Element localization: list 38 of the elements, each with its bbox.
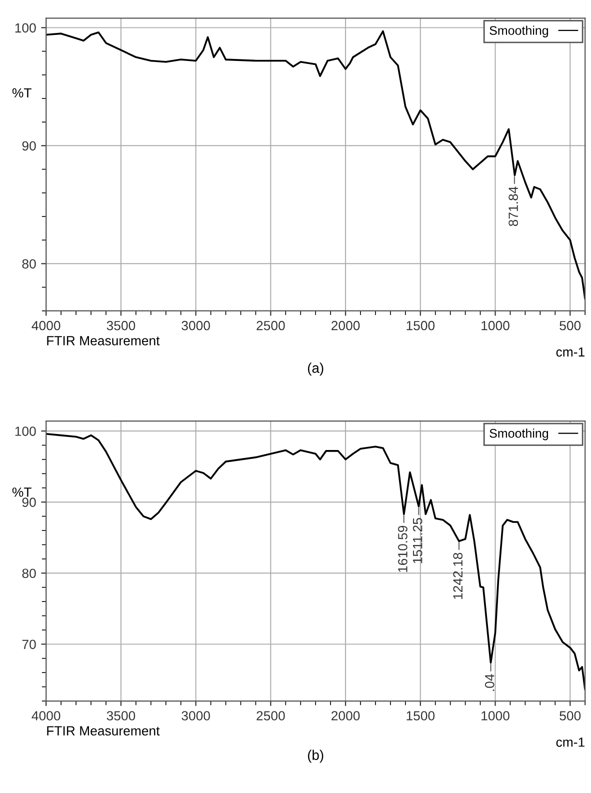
annotation: 871.84 — [508, 186, 518, 226]
text: cm-1 — [556, 738, 584, 747]
y-tick-label: 90 — [22, 141, 36, 151]
y-tick-label: 100 — [15, 426, 36, 436]
y-tick-label: 80 — [22, 568, 36, 578]
annotation: 1511.25 — [412, 518, 422, 564]
text: (b) — [308, 750, 324, 763]
x-tick-label: 500 — [560, 320, 581, 330]
x-tick-label: 1500 — [406, 711, 435, 720]
y-tick-label: 80 — [22, 259, 36, 269]
x-tick-label: 500 — [560, 711, 581, 720]
x-tick-label: 4000 — [32, 320, 60, 330]
annotation: 1610.59 — [398, 526, 408, 572]
annotation: 1242.18 — [453, 552, 463, 599]
x-tick-label: 2000 — [332, 711, 360, 720]
y-tick-label: 90 — [22, 498, 36, 507]
x-tick-label: 3500 — [106, 320, 136, 330]
x-tick-label: 1000 — [482, 320, 510, 330]
legend-label: Smoothing — [490, 26, 548, 38]
y-axis-title: %T — [12, 488, 32, 497]
x-tick-label: 1000 — [482, 711, 510, 720]
text: (a) — [308, 362, 324, 376]
y-tick-label: 100 — [15, 23, 36, 33]
legend-label: Smoothing — [490, 428, 548, 440]
y-tick-label: 70 — [22, 640, 36, 650]
x-tick-label: 3000 — [182, 320, 210, 330]
y-axis-title: %T — [12, 88, 32, 98]
x-axis-title: FTIR Measurement — [47, 726, 160, 736]
x-tick-label: 2000 — [332, 320, 360, 330]
annotation: .04 — [484, 674, 494, 691]
x-tick-label: 2500 — [256, 711, 285, 720]
x-tick-label: 3500 — [106, 711, 136, 720]
x-tick-label: 2500 — [256, 320, 285, 330]
text: cm-1 — [556, 347, 584, 357]
x-tick-label: 4000 — [32, 711, 60, 720]
x-axis-title: FTIR Measurement — [47, 336, 160, 346]
x-tick-label: 1500 — [406, 320, 435, 330]
x-tick-label: 3000 — [182, 711, 210, 720]
